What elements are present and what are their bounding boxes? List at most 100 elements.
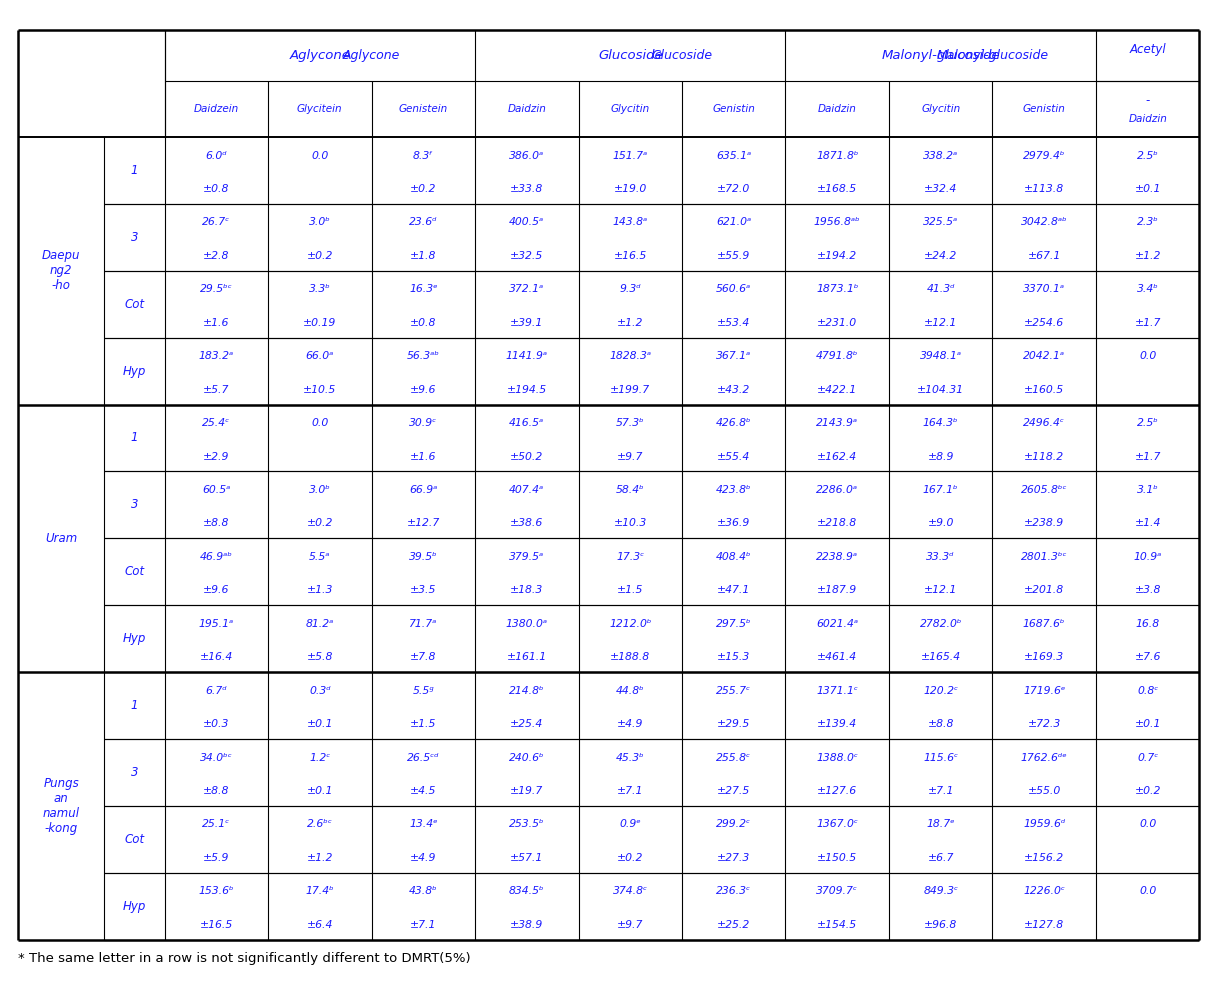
- Text: 0.9ᵉ: 0.9ᵉ: [619, 819, 641, 829]
- Text: ±0.1: ±0.1: [1135, 184, 1161, 194]
- Text: ±194.2: ±194.2: [817, 251, 857, 261]
- Text: 0.0: 0.0: [311, 418, 329, 428]
- Text: 6.0ᵈ: 6.0ᵈ: [205, 151, 227, 161]
- Text: 3.4ᵇ: 3.4ᵇ: [1136, 284, 1158, 294]
- Text: ±96.8: ±96.8: [924, 920, 958, 930]
- Text: ±1.7: ±1.7: [1135, 451, 1161, 461]
- Text: ±169.3: ±169.3: [1025, 652, 1065, 662]
- Text: Genistein: Genistein: [398, 105, 448, 115]
- Text: 17.3ᶜ: 17.3ᶜ: [617, 552, 645, 562]
- Text: Glycitein: Glycitein: [297, 105, 342, 115]
- Text: 2801.3ᵇᶜ: 2801.3ᵇᶜ: [1021, 552, 1067, 562]
- Text: 58.4ᵇ: 58.4ᵇ: [615, 485, 645, 495]
- Text: ±0.8: ±0.8: [410, 318, 437, 328]
- Text: Hyp: Hyp: [123, 899, 146, 913]
- Text: 0.7ᶜ: 0.7ᶜ: [1138, 753, 1158, 763]
- Text: 1.2ᶜ: 1.2ᶜ: [310, 753, 330, 763]
- Text: 9.3ᵈ: 9.3ᵈ: [619, 284, 641, 294]
- Text: ±1.6: ±1.6: [410, 451, 437, 461]
- Text: ±16.5: ±16.5: [613, 251, 647, 261]
- Text: 2286.0ᵃ: 2286.0ᵃ: [816, 485, 858, 495]
- Text: ±8.8: ±8.8: [203, 519, 229, 529]
- Text: ±156.2: ±156.2: [1025, 853, 1065, 863]
- Text: 26.5ᶜᵈ: 26.5ᶜᵈ: [407, 753, 439, 763]
- Text: 1141.9ᵃ: 1141.9ᵃ: [506, 351, 548, 361]
- Text: 1719.6ᵉ: 1719.6ᵉ: [1023, 685, 1066, 695]
- Text: ±9.6: ±9.6: [203, 585, 229, 595]
- Text: Genistin: Genistin: [713, 105, 755, 115]
- Text: ±188.8: ±188.8: [611, 652, 651, 662]
- Text: 560.6ᵃ: 560.6ᵃ: [716, 284, 751, 294]
- Text: ±27.3: ±27.3: [717, 853, 750, 863]
- Text: Cot: Cot: [124, 833, 144, 846]
- Text: 1828.3ᵃ: 1828.3ᵃ: [609, 351, 652, 361]
- Text: ±8.8: ±8.8: [927, 720, 954, 730]
- Text: ±25.4: ±25.4: [510, 720, 544, 730]
- Text: 408.4ᵇ: 408.4ᵇ: [716, 552, 751, 562]
- Text: 2143.9ᵃ: 2143.9ᵃ: [816, 418, 858, 428]
- Text: ±461.4: ±461.4: [817, 652, 857, 662]
- Text: 43.8ᵇ: 43.8ᵇ: [409, 886, 438, 896]
- Text: * The same letter in a row is not significantly different to DMRT(5%): * The same letter in a row is not signif…: [18, 952, 471, 965]
- Text: ±27.5: ±27.5: [717, 786, 750, 796]
- Text: 3.0ᵇ: 3.0ᵇ: [308, 217, 330, 227]
- Text: 16.8: 16.8: [1135, 619, 1159, 629]
- Text: Glucoside: Glucoside: [652, 49, 713, 62]
- Text: 372.1ᵃ: 372.1ᵃ: [509, 284, 544, 294]
- Text: 25.4ᶜ: 25.4ᶜ: [203, 418, 231, 428]
- Text: 1871.8ᵇ: 1871.8ᵇ: [816, 151, 858, 161]
- Text: ±6.7: ±6.7: [927, 853, 954, 863]
- Text: 1762.6ᵈᵉ: 1762.6ᵈᵉ: [1021, 753, 1067, 763]
- Text: ±4.9: ±4.9: [410, 853, 437, 863]
- Text: 379.5ᵃ: 379.5ᵃ: [509, 552, 544, 562]
- Text: ±12.1: ±12.1: [924, 585, 958, 595]
- Text: 6021.4ᵃ: 6021.4ᵃ: [816, 619, 858, 629]
- Text: ±2.8: ±2.8: [203, 251, 229, 261]
- Text: 635.1ᵃ: 635.1ᵃ: [716, 151, 751, 161]
- Text: Genistin: Genistin: [1022, 105, 1066, 115]
- Text: 1380.0ᵃ: 1380.0ᵃ: [506, 619, 548, 629]
- Text: ±7.1: ±7.1: [927, 786, 954, 796]
- Text: ±0.2: ±0.2: [617, 853, 643, 863]
- Text: ±238.9: ±238.9: [1025, 519, 1065, 529]
- Text: ±55.4: ±55.4: [717, 451, 750, 461]
- Text: Acetyl: Acetyl: [1129, 43, 1165, 56]
- Text: 13.4ᵉ: 13.4ᵉ: [409, 819, 437, 829]
- Text: ±10.3: ±10.3: [613, 519, 647, 529]
- Text: 2042.1ᵃ: 2042.1ᵃ: [1023, 351, 1065, 361]
- Text: ±55.0: ±55.0: [1027, 786, 1061, 796]
- Text: ±113.8: ±113.8: [1025, 184, 1065, 194]
- Text: 255.7ᶜ: 255.7ᶜ: [716, 685, 751, 695]
- Text: -: -: [1146, 94, 1150, 108]
- Text: 849.3ᶜ: 849.3ᶜ: [923, 886, 958, 896]
- Text: 3: 3: [131, 498, 138, 512]
- Text: Glycitin: Glycitin: [921, 105, 960, 115]
- Text: 2496.4ᶜ: 2496.4ᶜ: [1023, 418, 1065, 428]
- Text: 4791.8ᵇ: 4791.8ᵇ: [816, 351, 858, 361]
- Text: ±0.2: ±0.2: [307, 251, 333, 261]
- Text: ±194.5: ±194.5: [506, 385, 546, 395]
- Text: ±160.5: ±160.5: [1025, 385, 1065, 395]
- Text: 236.3ᶜ: 236.3ᶜ: [716, 886, 751, 896]
- Text: 423.8ᵇ: 423.8ᵇ: [716, 485, 751, 495]
- Text: ±19.7: ±19.7: [510, 786, 544, 796]
- Text: ±6.4: ±6.4: [307, 920, 333, 930]
- Text: ±199.7: ±199.7: [611, 385, 651, 395]
- Text: ±7.1: ±7.1: [410, 920, 437, 930]
- Text: Daidzein: Daidzein: [194, 105, 239, 115]
- Text: ±161.1: ±161.1: [506, 652, 546, 662]
- Text: 56.3ᵃᵇ: 56.3ᵃᵇ: [407, 351, 439, 361]
- Text: 5.5ᵍ: 5.5ᵍ: [413, 685, 435, 695]
- Text: 8.3ᶠ: 8.3ᶠ: [413, 151, 433, 161]
- Text: 621.0ᵃ: 621.0ᵃ: [716, 217, 751, 227]
- Text: ±67.1: ±67.1: [1027, 251, 1061, 261]
- Text: ±0.8: ±0.8: [203, 184, 229, 194]
- Text: 46.9ᵃᵇ: 46.9ᵃᵇ: [200, 552, 233, 562]
- Text: Aglycone: Aglycone: [342, 49, 401, 62]
- Text: ±38.6: ±38.6: [510, 519, 544, 529]
- Text: ±1.7: ±1.7: [1135, 318, 1161, 328]
- Text: 1873.1ᵇ: 1873.1ᵇ: [816, 284, 858, 294]
- Text: ±39.1: ±39.1: [510, 318, 544, 328]
- Text: 214.8ᵇ: 214.8ᵇ: [509, 685, 545, 695]
- Text: 325.5ᵃ: 325.5ᵃ: [923, 217, 958, 227]
